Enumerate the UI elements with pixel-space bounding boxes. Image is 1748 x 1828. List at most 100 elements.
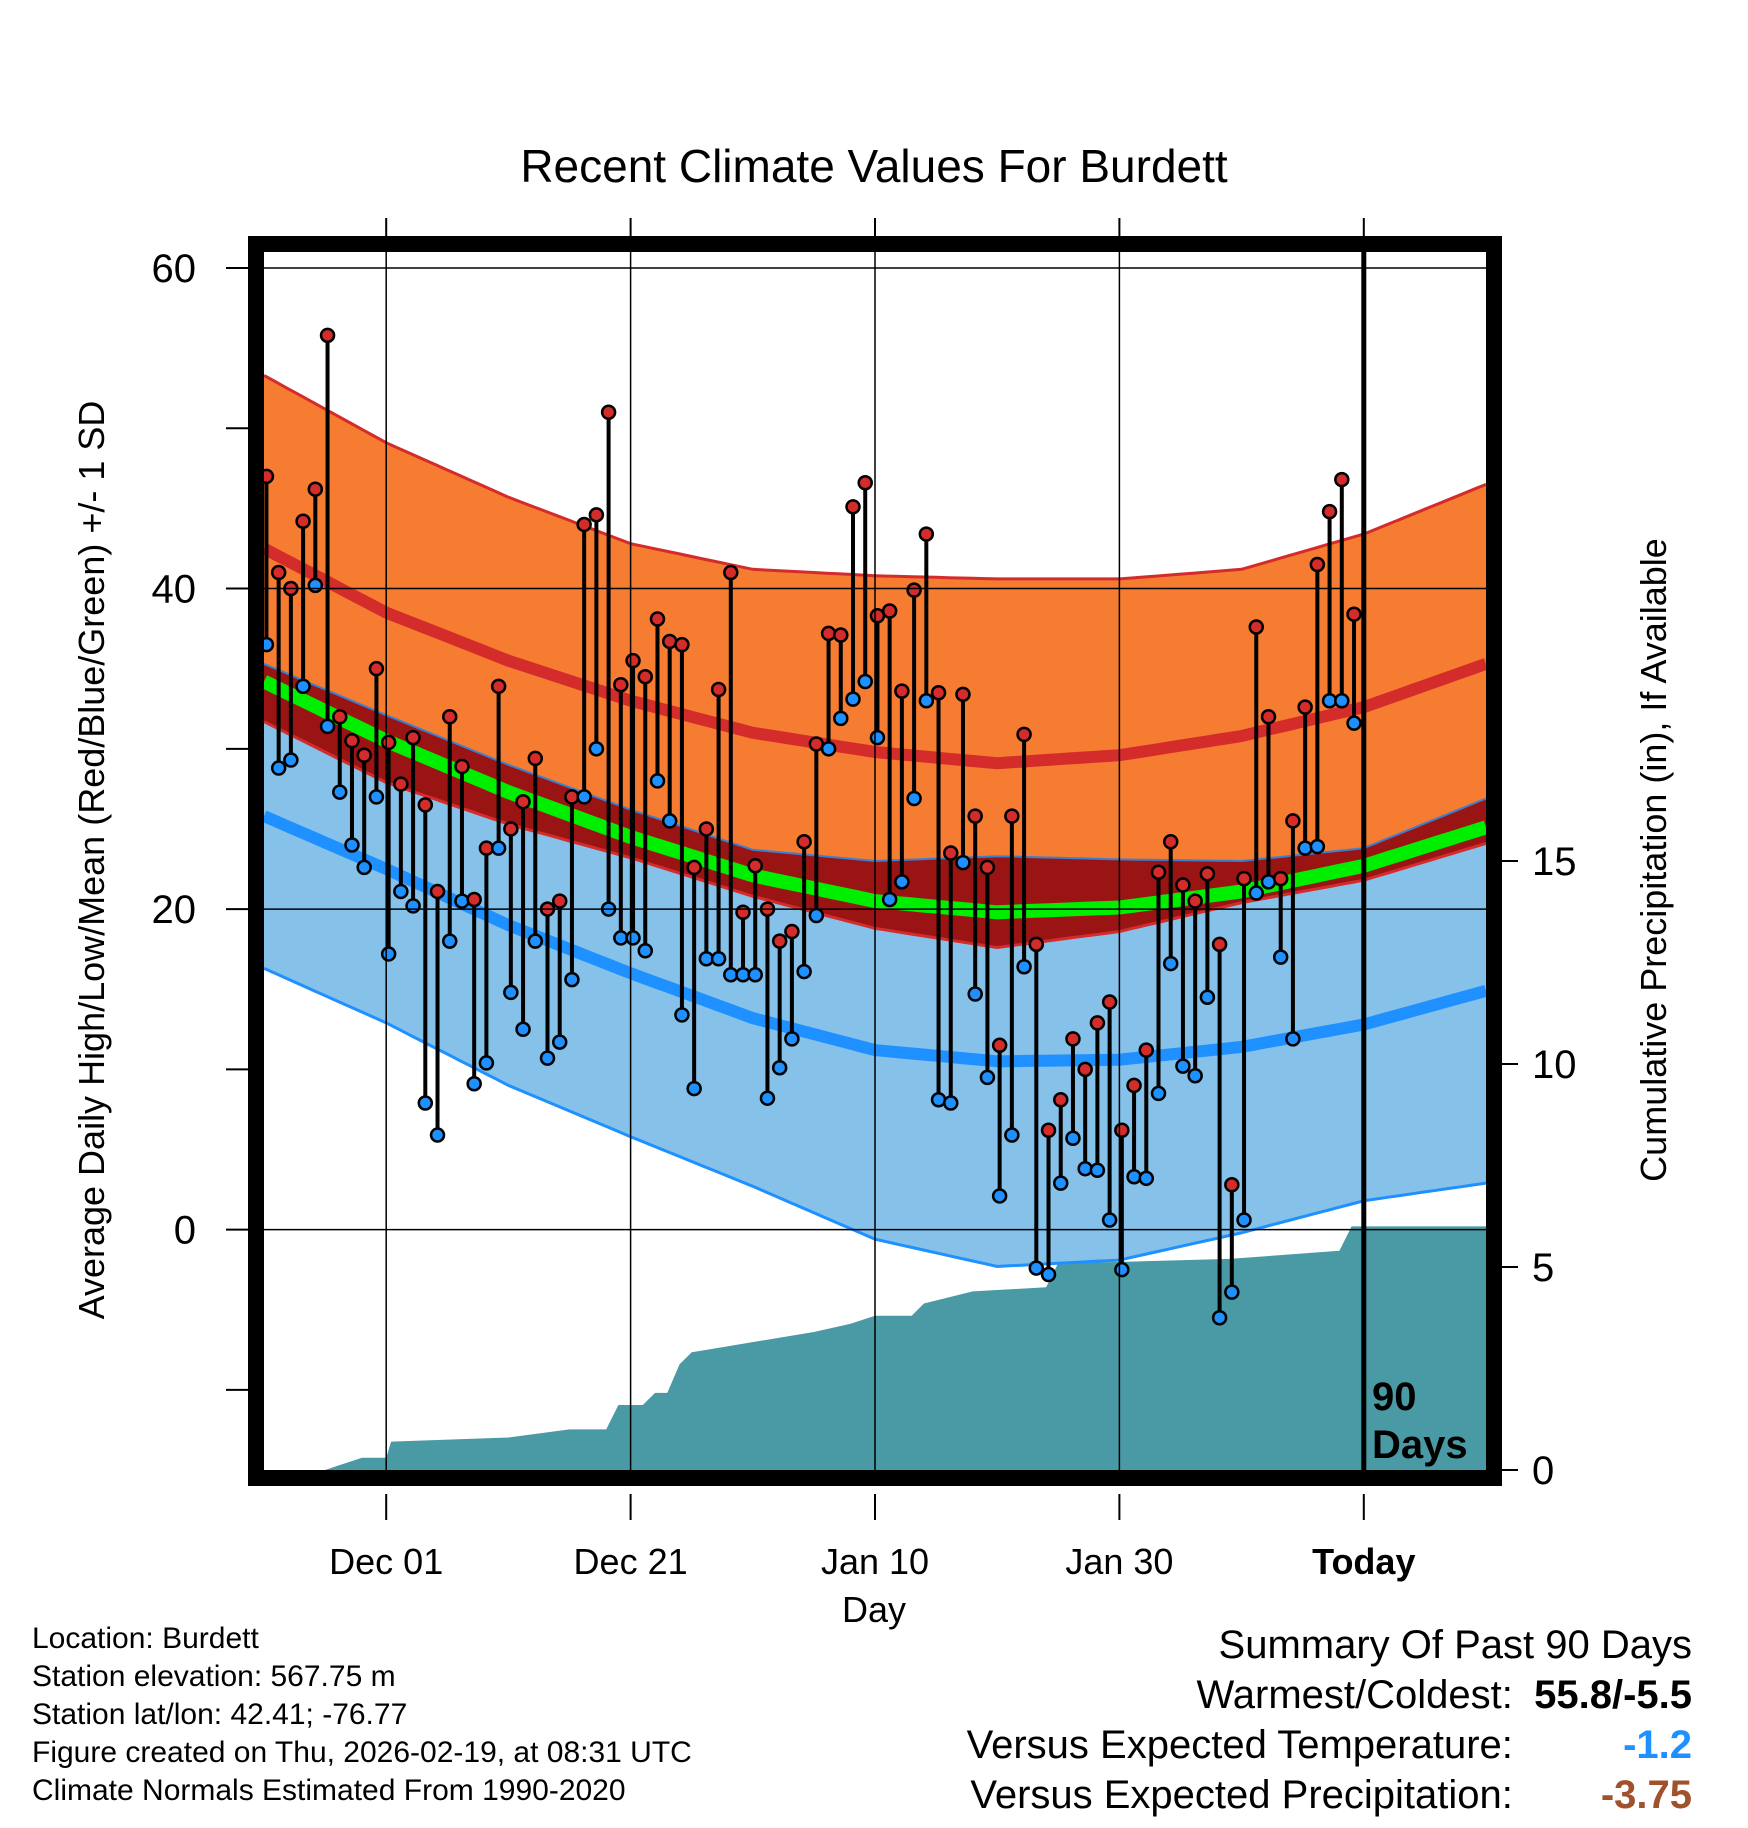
daily-high-point [1150,864,1167,880]
daily-low-point [1150,1085,1167,1102]
daily-low-point [1187,1068,1203,1084]
daily-low-point [417,1095,434,1111]
daily-low-point [478,1055,495,1071]
daily-high-point [857,475,873,491]
daily-high-point [307,481,324,497]
daily-low-point [270,760,287,776]
daily-high-point [1077,1061,1093,1078]
daily-high-point [918,526,935,542]
daily-high-point [1224,1176,1240,1193]
daily-low-point [588,741,605,757]
daily-high-point [967,808,983,824]
station-info: Location: Burdett Station elevation: 567… [32,1620,692,1810]
daily-high-point [1052,1092,1069,1108]
y-axis-label: Average Daily High/Low/Mean (Red/Blue/Gr… [71,401,112,1320]
daily-low-point [869,729,886,746]
precip-label: Versus Expected Precipitation: [970,1773,1513,1817]
daily-high-point [1199,866,1216,882]
daily-low-point [368,789,385,805]
daily-high-point [295,513,311,529]
chart-title: Recent Climate Values For Burdett [520,140,1228,192]
y2-tick-label: 15 [1532,840,1577,884]
daily-high-point [1138,1042,1155,1058]
daily-high-point [771,933,788,949]
daily-low-point [1089,1162,1106,1179]
daily-high-point [674,636,690,653]
daily-low-point [564,971,580,988]
y-tick-label: 40 [152,568,197,612]
daily-low-point [1260,874,1277,890]
daily-low-point [808,907,825,924]
daily-low-point [380,946,397,962]
daily-low-point [551,1034,568,1050]
daily-low-point [881,891,898,908]
daily-low-point [503,984,519,1001]
daily-high-point [661,633,678,650]
daily-low-point [539,1050,556,1066]
daily-low-point [1040,1266,1057,1283]
daily-low-point [625,930,641,946]
summary-heading: Summary Of Past 90 Days [1218,1623,1692,1667]
daily-low-point [264,636,275,653]
daily-high-point [906,582,922,598]
daily-low-point [1126,1168,1142,1185]
daily-low-point [1138,1170,1155,1187]
daily-low-point [1236,1212,1252,1228]
axes: 60 40 20 0 15 10 5 0 Dec 01 Dec 21 Jan 10 Jan 30 Tod… [152,218,1577,1582]
daily-low-point [943,1095,959,1111]
daily-low-point [1272,949,1289,965]
elevation-text: Station elevation: 567.75 m [32,1660,396,1693]
daily-low-point [661,813,678,829]
daily-high-point [637,668,654,685]
daily-low-point [295,678,311,695]
plot-frame [248,236,1502,1486]
y-tick-label: 20 [152,888,197,932]
daily-low-point [466,1076,482,1092]
daily-low-point [1114,1261,1130,1278]
daily-high-point [1346,606,1362,622]
daily-high-point [600,404,617,421]
daily-high-point [1016,726,1032,743]
daily-high-point [1065,1031,1081,1047]
daily-high-point [1175,877,1191,893]
daily-high-point [1309,556,1326,573]
daily-high-point [833,627,849,643]
daily-low-point [918,692,935,709]
daily-high-point [1040,1122,1057,1138]
daily-high-point [625,652,641,669]
daily-low-point [393,883,409,900]
daily-high-point [613,676,629,693]
daily-high-point [1028,936,1045,953]
daily-low-point [515,1021,531,1038]
daily-low-point [1346,715,1362,731]
daily-low-point [845,691,861,707]
daily-low-point [686,1080,702,1097]
daily-high-point [368,660,385,677]
daily-high-point [1297,699,1313,715]
location-text: Location: Burdett [32,1622,259,1655]
daily-high-point [393,776,409,792]
daily-high-point [1126,1077,1142,1094]
daily-high-point [735,904,751,921]
daily-low-point [857,673,873,690]
daily-low-point [283,752,299,768]
plot-area [264,252,1486,1470]
daily-high-point [820,625,837,642]
daily-high-point [515,793,531,810]
daily-low-point [319,718,336,735]
daily-low-point [1101,1212,1118,1228]
daily-low-point [1285,1031,1301,1047]
daily-high-point [649,611,666,627]
y2-axis-label: Cumulative Precipitation (in), If Availa… [1633,538,1674,1182]
created-text: Figure created on Thu, 2026-02-19, at 08… [32,1736,692,1769]
daily-high-point [784,923,800,940]
daily-high-point [943,845,959,861]
daily-high-point [747,858,763,874]
daily-low-point [1016,959,1032,975]
daily-high-point [588,507,605,523]
daily-low-point [307,577,324,594]
daily-low-point [332,784,348,800]
daily-low-point [649,773,666,789]
daily-high-point [356,747,372,763]
warmest-value: 55.8/-5.5 [1534,1673,1692,1717]
